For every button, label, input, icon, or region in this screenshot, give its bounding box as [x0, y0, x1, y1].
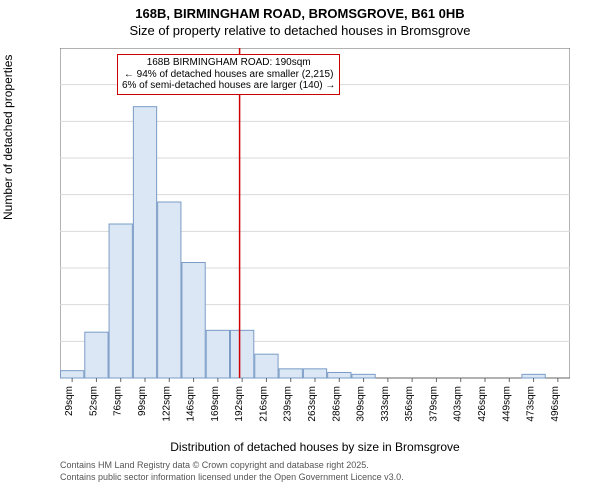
svg-text:216sqm: 216sqm: [258, 386, 269, 422]
svg-text:379sqm: 379sqm: [428, 386, 439, 422]
svg-text:356sqm: 356sqm: [404, 386, 415, 422]
svg-text:286sqm: 286sqm: [331, 386, 342, 422]
footer-attribution-1: Contains HM Land Registry data © Crown c…: [60, 460, 369, 470]
svg-text:29sqm: 29sqm: [64, 386, 75, 416]
chart-container: 168B, BIRMINGHAM ROAD, BROMSGROVE, B61 0…: [0, 0, 600, 500]
chart-title-line1: 168B, BIRMINGHAM ROAD, BROMSGROVE, B61 0…: [0, 0, 600, 21]
x-axis-label: Distribution of detached houses by size …: [60, 440, 570, 454]
svg-text:52sqm: 52sqm: [88, 386, 99, 416]
svg-text:263sqm: 263sqm: [307, 386, 318, 422]
annotation-line1: 168B BIRMINGHAM ROAD: 190sqm: [122, 57, 335, 69]
svg-text:99sqm: 99sqm: [137, 386, 148, 416]
svg-text:76sqm: 76sqm: [113, 386, 124, 416]
footer-attribution-2: Contains public sector information licen…: [60, 472, 404, 482]
chart-title-line2: Size of property relative to detached ho…: [0, 21, 600, 38]
svg-text:473sqm: 473sqm: [526, 386, 537, 422]
svg-text:496sqm: 496sqm: [550, 386, 561, 422]
svg-text:122sqm: 122sqm: [161, 386, 172, 422]
svg-text:192sqm: 192sqm: [234, 386, 245, 422]
chart-svg: 010020030040050060070080090029sqm52sqm76…: [60, 48, 570, 428]
marker-annotation-box: 168B BIRMINGHAM ROAD: 190sqm ← 94% of de…: [117, 54, 340, 95]
svg-text:309sqm: 309sqm: [356, 386, 367, 422]
svg-text:403sqm: 403sqm: [453, 386, 464, 422]
svg-text:333sqm: 333sqm: [380, 386, 391, 422]
annotation-line3: 6% of semi-detached houses are larger (1…: [122, 80, 335, 92]
svg-text:146sqm: 146sqm: [186, 386, 197, 422]
y-axis-label: Number of detached properties: [1, 55, 15, 220]
svg-text:169sqm: 169sqm: [210, 386, 221, 422]
chart-plot-area: 010020030040050060070080090029sqm52sqm76…: [60, 48, 570, 428]
svg-text:239sqm: 239sqm: [283, 386, 294, 422]
annotation-line2: ← 94% of detached houses are smaller (2,…: [122, 69, 335, 81]
svg-text:449sqm: 449sqm: [501, 386, 512, 422]
svg-text:426sqm: 426sqm: [477, 386, 488, 422]
